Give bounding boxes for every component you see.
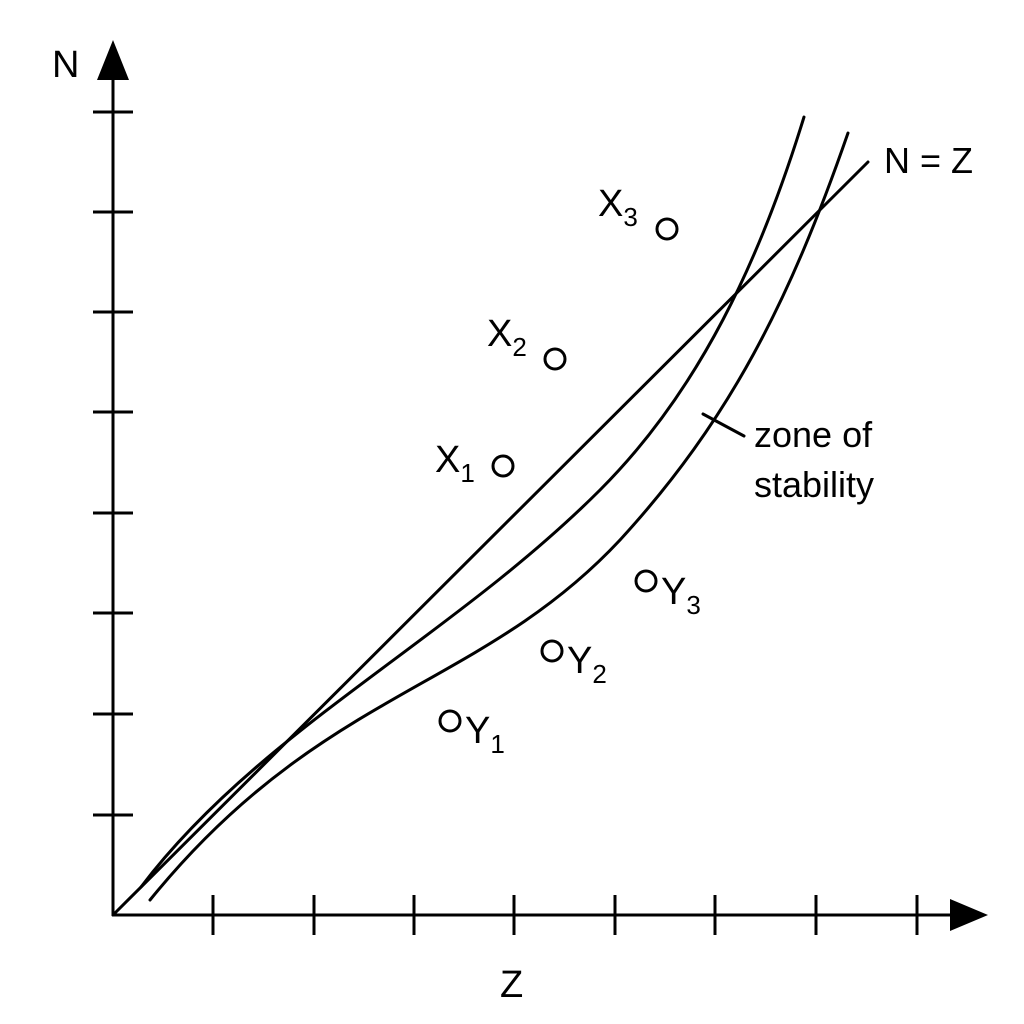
n-equals-z-line: N = Z	[111, 140, 973, 917]
point-y1-subscript: 1	[490, 729, 504, 759]
y-axis-ticks	[93, 110, 133, 817]
point-y3-marker	[634, 569, 658, 593]
svg-text:X2: X2	[487, 313, 527, 362]
svg-text:Y2: Y2	[567, 640, 607, 689]
point-y2-subscript: 2	[592, 659, 606, 689]
zone-leader-line	[701, 412, 746, 438]
y-axis-arrow-icon	[97, 40, 129, 80]
point-x1-subscript: 1	[460, 458, 474, 488]
point-x1: X1	[435, 439, 515, 488]
point-x3-subscript: 3	[623, 202, 637, 232]
point-y1-label: Y	[465, 710, 490, 752]
x-axis-label: Z	[500, 964, 523, 1006]
x-axis-ticks	[211, 895, 919, 935]
point-y1-marker	[438, 709, 462, 733]
zone-of-stability: zone of stability	[139, 115, 874, 902]
point-x3-marker	[655, 217, 679, 241]
point-x2-label: X	[487, 313, 512, 355]
point-y2-label: Y	[567, 640, 592, 682]
svg-text:X3: X3	[598, 183, 638, 232]
point-x2: X2	[487, 313, 567, 371]
svg-text:Y1: Y1	[465, 710, 505, 759]
point-y2-marker	[540, 639, 564, 663]
svg-text:X1: X1	[435, 439, 475, 488]
point-x3: X3	[598, 183, 679, 241]
point-y3-subscript: 3	[686, 590, 700, 620]
point-x2-subscript: 2	[512, 332, 526, 362]
zone-label-line1: zone of	[754, 414, 873, 455]
y-axis: N	[52, 40, 133, 917]
n-equals-z-label: N = Z	[884, 140, 973, 181]
point-y2: Y2	[540, 639, 607, 689]
point-y3: Y3	[634, 569, 701, 620]
point-x1-marker	[491, 454, 515, 478]
point-x3-label: X	[598, 183, 623, 225]
point-y1: Y1	[438, 709, 505, 759]
point-x2-marker	[543, 347, 567, 371]
zone-upper-boundary	[139, 115, 806, 889]
x-axis-arrow-icon	[950, 899, 988, 931]
y-axis-label: N	[52, 44, 79, 86]
point-x1-label: X	[435, 439, 460, 481]
zone-label-line2: stability	[754, 464, 874, 505]
svg-text:Y3: Y3	[661, 571, 701, 620]
zone-lower-boundary	[148, 131, 850, 902]
x-axis: Z	[111, 895, 988, 1006]
point-y3-label: Y	[661, 571, 686, 613]
